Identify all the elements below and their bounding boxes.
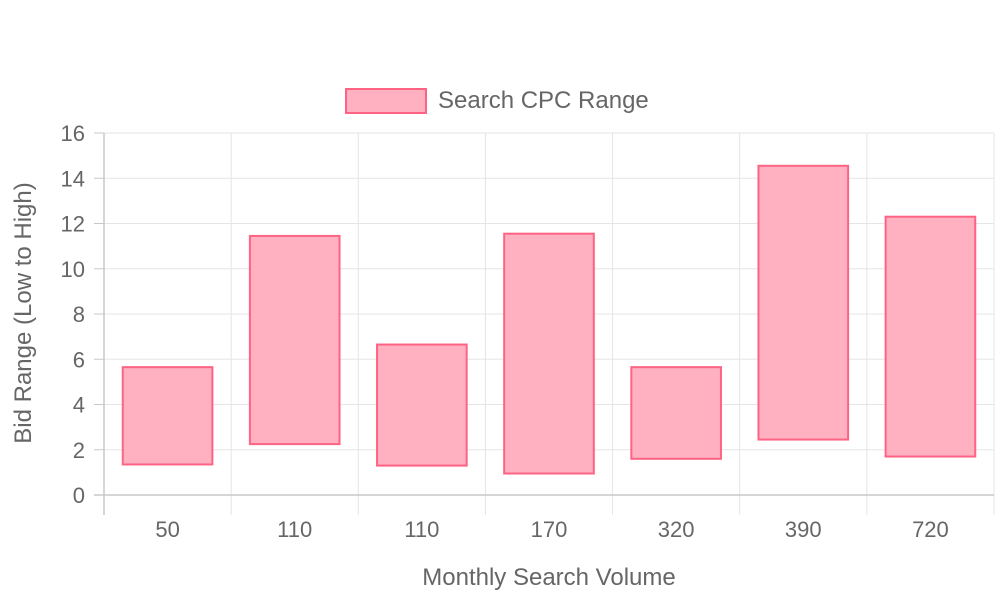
x-tick-label: 110: [277, 517, 312, 542]
axes: [94, 132, 994, 515]
range-bar: [884, 215, 977, 458]
x-tick-labels: 50 110 110 170 320 390 720: [155, 517, 948, 542]
y-tick-label: 0: [73, 483, 85, 508]
y-tick-label: 12: [61, 212, 85, 237]
range-bar: [630, 366, 722, 460]
y-tick-label: 6: [73, 347, 85, 372]
y-tick-labels: 0 2 4 6 8 10 12 14 16: [61, 121, 85, 508]
y-tick-label: 8: [73, 302, 85, 327]
x-tick-label: 390: [785, 517, 822, 542]
x-tick-label: 720: [912, 517, 949, 542]
range-bar: [121, 366, 214, 466]
x-tick-label: 320: [658, 517, 695, 542]
y-tick-label: 4: [73, 393, 85, 418]
range-bar: [248, 234, 341, 446]
range-bar: [757, 164, 850, 441]
x-tick-label: 170: [531, 517, 568, 542]
y-axis-title: Bid Range (Low to High): [10, 182, 37, 443]
bars: [121, 164, 977, 475]
range-bar: [376, 343, 468, 467]
x-tick-label: 50: [155, 517, 179, 542]
x-tick-label: 110: [404, 517, 439, 542]
legend[interactable]: Search CPC Range: [345, 87, 649, 114]
y-tick-label: 2: [73, 438, 85, 463]
y-tick-label: 14: [61, 166, 85, 191]
legend-swatch: [345, 88, 427, 114]
range-bar: [503, 232, 595, 475]
y-tick-label: 10: [61, 257, 85, 282]
legend-label: Search CPC Range: [438, 87, 649, 114]
x-axis-title: Monthly Search Volume: [422, 564, 675, 591]
y-tick-label: 16: [61, 121, 85, 146]
